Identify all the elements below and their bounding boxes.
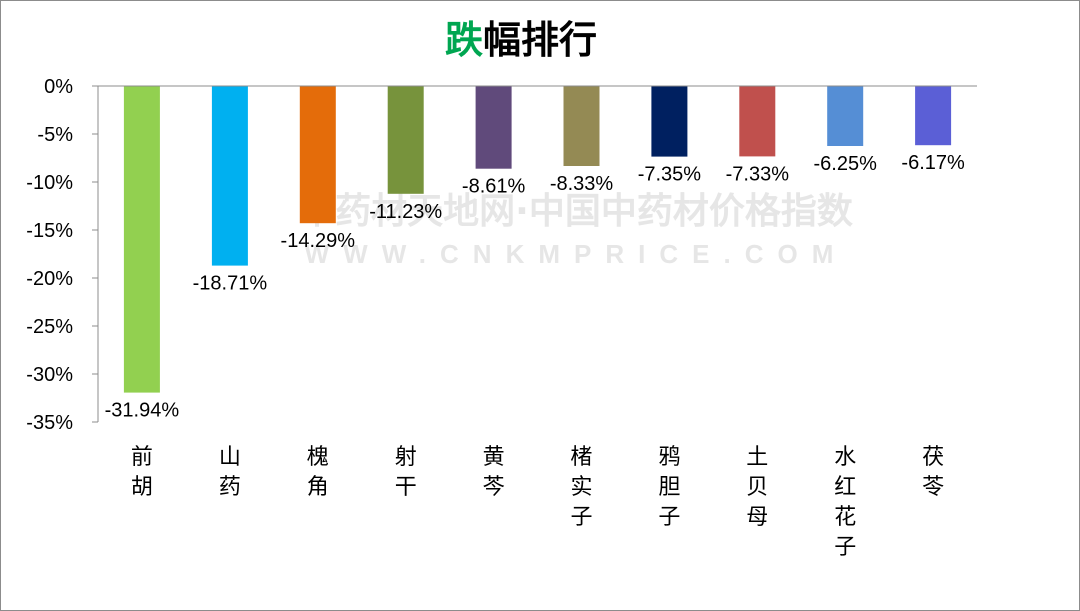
chart-title-highlight: 跌: [444, 18, 483, 62]
x-category-char: 花: [834, 505, 856, 530]
bar: [827, 86, 864, 146]
x-category-char: 黄: [483, 445, 505, 470]
bar: [387, 86, 424, 194]
bar: [475, 86, 512, 169]
bar: [123, 86, 160, 393]
x-category-label: 鸦胆子: [658, 445, 680, 530]
bar: [299, 86, 336, 224]
y-tick-label: -25%: [26, 316, 73, 338]
x-category-char: 土: [746, 445, 768, 470]
x-category-char: 射: [395, 445, 417, 470]
y-tick-label: -15%: [26, 220, 73, 242]
x-category-label: 黄芩: [483, 445, 505, 500]
y-tick-label: -5%: [37, 124, 73, 146]
bar: [211, 86, 248, 266]
x-category-char: 贝: [746, 475, 768, 500]
x-category-label: 山药: [219, 445, 241, 500]
x-category-label: 茯苓: [922, 445, 944, 500]
x-category-char: 实: [570, 475, 592, 500]
x-category-char: 水: [834, 445, 856, 470]
data-label: -7.33%: [726, 163, 790, 185]
x-category-label: 射干: [395, 445, 417, 500]
x-category-label: 土贝母: [746, 445, 768, 530]
x-category-char: 槐: [307, 445, 329, 470]
x-category-char: 前: [131, 445, 153, 470]
x-category-char: 胆: [658, 475, 680, 500]
data-label: -6.17%: [901, 152, 965, 174]
watermark-en: WWW.CNKMPRICE.COM: [305, 239, 848, 269]
y-tick-label: -35%: [26, 412, 73, 434]
data-label: -18.71%: [193, 273, 268, 295]
x-category-label: 水红花子: [834, 445, 856, 560]
x-category-char: 角: [307, 475, 329, 500]
x-category-char: 子: [658, 505, 680, 530]
x-category-char: 干: [395, 475, 417, 500]
x-category-char: 茯: [922, 445, 944, 470]
x-category-char: 楮: [570, 445, 592, 470]
x-category-char: 母: [746, 505, 768, 530]
y-tick-label: -20%: [26, 268, 73, 290]
x-category-char: 子: [834, 535, 856, 560]
bar: [563, 86, 600, 166]
data-label: -6.25%: [814, 153, 878, 175]
x-category-char: 红: [834, 475, 856, 500]
watermark-cn: 中药材天地网·中国中药材价格指数: [299, 191, 853, 232]
y-tick-label: -30%: [26, 364, 73, 386]
x-category-char: 药: [219, 475, 241, 500]
y-tick-label: 0%: [44, 76, 73, 98]
bar: [651, 86, 688, 157]
data-label: -8.61%: [462, 176, 526, 198]
x-category-label: 楮实子: [570, 445, 592, 530]
x-category-char: 芩: [483, 475, 505, 500]
chart-title-rest: 幅排行: [483, 18, 598, 62]
x-category-char: 子: [570, 505, 592, 530]
x-category-label: 槐角: [307, 445, 329, 500]
data-label: -14.29%: [281, 230, 356, 252]
data-label: -7.35%: [638, 164, 702, 186]
x-category-char: 鸦: [658, 445, 680, 470]
data-label: -8.33%: [550, 173, 614, 195]
bar: [915, 86, 952, 146]
x-category-label: 前胡: [131, 445, 153, 500]
x-category-char: 胡: [131, 475, 153, 500]
data-label: -11.23%: [369, 201, 442, 223]
x-category-char: 苓: [922, 475, 944, 500]
bar: [739, 86, 776, 157]
data-label: -31.94%: [105, 400, 180, 422]
chart-title: 跌幅排行: [1, 15, 1041, 65]
y-tick-label: -10%: [26, 172, 73, 194]
x-category-char: 山: [219, 445, 241, 470]
